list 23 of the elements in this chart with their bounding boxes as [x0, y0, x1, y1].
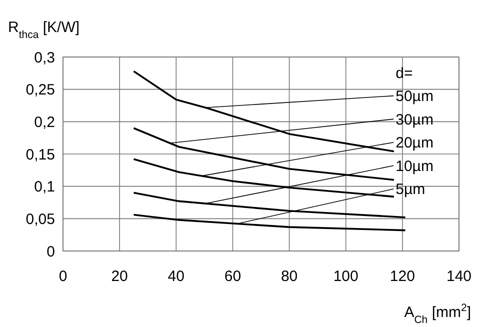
text: 30µm: [396, 111, 434, 128]
x-tick-label: 40: [168, 268, 184, 285]
y-tick-label: 0,1: [34, 178, 55, 196]
y-axis-title: R$_{thca}$ [K/W]: [8, 19, 80, 41]
x-tick-label: 60: [224, 268, 242, 285]
text: 5µm: [396, 181, 426, 198]
y-tick-label: 0,15: [26, 146, 55, 164]
x-axis-title: A$_{Ch}$ [mm$^{2}$]: [404, 302, 471, 326]
y-tick-label: 0: [46, 243, 55, 260]
x-tick-label: 120: [390, 268, 415, 285]
x-tick-label: 80: [280, 268, 298, 285]
y-tick-label: 0,3: [34, 49, 55, 66]
y-tick-label: 0,2: [34, 114, 55, 131]
y-tick-label: 0,25: [26, 82, 55, 99]
legend-title: d=: [396, 65, 413, 82]
x-tick-label: 20: [111, 268, 128, 285]
text: 20µm: [396, 134, 434, 152]
x-tick-label: 0: [58, 268, 68, 285]
text: 50µm: [396, 88, 434, 106]
text: 10µm: [396, 158, 434, 175]
x-tick-label: 100: [333, 268, 358, 285]
y-tick-label: 0,05: [26, 210, 55, 228]
x-tick-label: 140: [446, 268, 472, 285]
